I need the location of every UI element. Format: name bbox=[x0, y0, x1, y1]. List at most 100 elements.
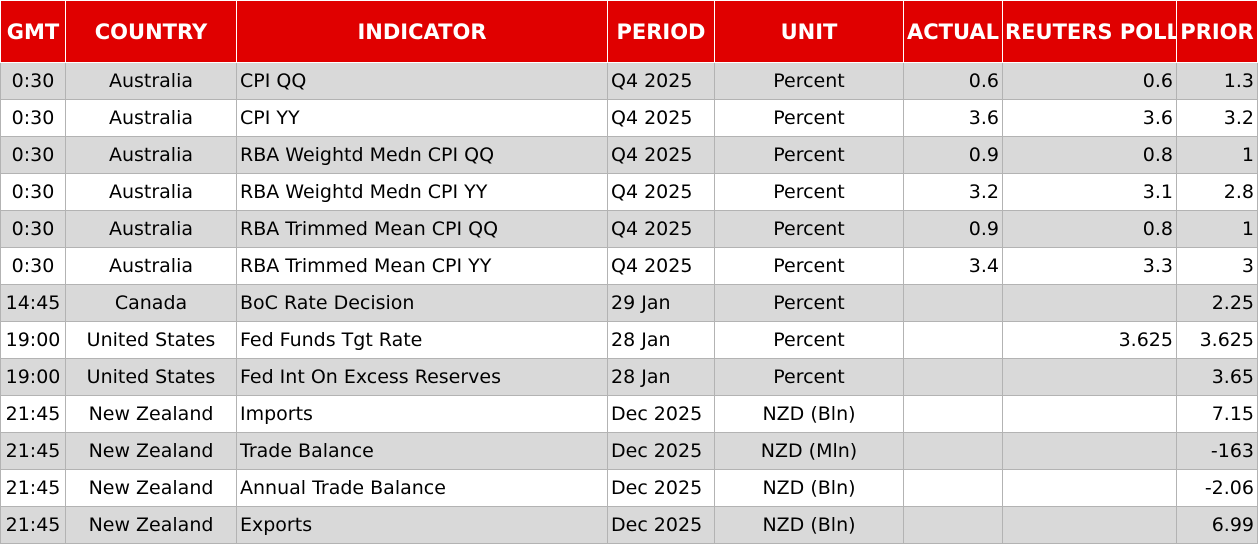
cell-gmt: 0:30 bbox=[0, 136, 66, 174]
cell-period: Dec 2025 bbox=[607, 432, 715, 470]
cell-actual bbox=[903, 358, 1003, 396]
cell-unit: NZD (Mln) bbox=[714, 432, 904, 470]
header-actual: ACTUAL bbox=[903, 0, 1003, 63]
cell-period: Q4 2025 bbox=[607, 136, 715, 174]
cell-country: United States bbox=[65, 321, 237, 359]
table-row: 21:45 New Zealand Imports Dec 2025 NZD (Bln)… bbox=[0, 395, 1258, 433]
cell-unit: Percent bbox=[714, 247, 904, 285]
cell-gmt: 21:45 bbox=[0, 395, 66, 433]
cell-indicator: RBA Trimmed Mean CPI YY bbox=[236, 247, 608, 285]
cell-unit: Percent bbox=[714, 321, 904, 359]
cell-reuters-poll: 3.3 bbox=[1002, 247, 1177, 285]
cell-actual bbox=[903, 284, 1003, 322]
table-body: 0:30 Australia CPI QQ Q4 2025 Percent 0.6 0.6 1… bbox=[0, 62, 1258, 544]
cell-gmt: 21:45 bbox=[0, 469, 66, 507]
cell-period: Q4 2025 bbox=[607, 62, 715, 100]
cell-reuters-poll bbox=[1002, 395, 1177, 433]
cell-indicator: RBA Weightd Medn CPI YY bbox=[236, 173, 608, 211]
cell-period: 29 Jan bbox=[607, 284, 715, 322]
cell-reuters-poll bbox=[1002, 284, 1177, 322]
cell-unit: Percent bbox=[714, 210, 904, 248]
cell-country: New Zealand bbox=[65, 432, 237, 470]
cell-unit: NZD (Bln) bbox=[714, 469, 904, 507]
cell-indicator: Annual Trade Balance bbox=[236, 469, 608, 507]
table-row: 21:45 New Zealand Trade Balance Dec 2025 NZD… bbox=[0, 432, 1258, 470]
cell-prior: 3.625 bbox=[1176, 321, 1258, 359]
cell-period: Q4 2025 bbox=[607, 247, 715, 285]
cell-prior: -163 bbox=[1176, 432, 1258, 470]
cell-unit: NZD (Bln) bbox=[714, 395, 904, 433]
cell-prior: -2.06 bbox=[1176, 469, 1258, 507]
cell-unit: Percent bbox=[714, 62, 904, 100]
cell-actual: 0.9 bbox=[903, 210, 1003, 248]
cell-prior: 1 bbox=[1176, 136, 1258, 174]
cell-country: Australia bbox=[65, 136, 237, 174]
header-row: GMT COUNTRY INDICATOR PERIOD UNIT ACTUAL… bbox=[0, 0, 1258, 63]
cell-period: Q4 2025 bbox=[607, 173, 715, 211]
cell-reuters-poll bbox=[1002, 358, 1177, 396]
cell-country: Canada bbox=[65, 284, 237, 322]
cell-indicator: CPI YY bbox=[236, 99, 608, 137]
cell-unit: Percent bbox=[714, 284, 904, 322]
cell-actual bbox=[903, 469, 1003, 507]
cell-reuters-poll: 3.6 bbox=[1002, 99, 1177, 137]
cell-country: Australia bbox=[65, 173, 237, 211]
table-row: 14:45 Canada BoC Rate Decision 29 Jan Percen… bbox=[0, 284, 1258, 322]
cell-actual bbox=[903, 321, 1003, 359]
table-row: 0:30 Australia RBA Weightd Medn CPI YY Q4 2… bbox=[0, 173, 1258, 211]
header-reuters-poll: REUTERS POLL bbox=[1002, 0, 1177, 63]
cell-indicator: Trade Balance bbox=[236, 432, 608, 470]
cell-period: Dec 2025 bbox=[607, 395, 715, 433]
cell-country: United States bbox=[65, 358, 237, 396]
cell-gmt: 0:30 bbox=[0, 247, 66, 285]
cell-prior: 1 bbox=[1176, 210, 1258, 248]
table-row: 0:30 Australia RBA Trimmed Mean CPI QQ Q4 2… bbox=[0, 210, 1258, 248]
cell-reuters-poll bbox=[1002, 506, 1177, 544]
cell-indicator: Imports bbox=[236, 395, 608, 433]
cell-prior: 1.3 bbox=[1176, 62, 1258, 100]
cell-reuters-poll bbox=[1002, 469, 1177, 507]
cell-gmt: 21:45 bbox=[0, 506, 66, 544]
cell-unit: NZD (Bln) bbox=[714, 506, 904, 544]
header-period: PERIOD bbox=[607, 0, 715, 63]
cell-indicator: RBA Trimmed Mean CPI QQ bbox=[236, 210, 608, 248]
cell-prior: 2.25 bbox=[1176, 284, 1258, 322]
cell-actual: 3.2 bbox=[903, 173, 1003, 211]
cell-actual bbox=[903, 395, 1003, 433]
cell-reuters-poll: 3.625 bbox=[1002, 321, 1177, 359]
cell-unit: Percent bbox=[714, 173, 904, 211]
cell-country: Australia bbox=[65, 62, 237, 100]
cell-country: Australia bbox=[65, 247, 237, 285]
cell-prior: 6.99 bbox=[1176, 506, 1258, 544]
cell-gmt: 0:30 bbox=[0, 99, 66, 137]
cell-indicator: BoC Rate Decision bbox=[236, 284, 608, 322]
cell-actual: 3.4 bbox=[903, 247, 1003, 285]
header-prior: PRIOR bbox=[1176, 0, 1258, 63]
cell-prior: 3.65 bbox=[1176, 358, 1258, 396]
cell-unit: Percent bbox=[714, 99, 904, 137]
table-row: 21:45 New Zealand Exports Dec 2025 NZD (Bln)… bbox=[0, 506, 1258, 544]
cell-gmt: 0:30 bbox=[0, 62, 66, 100]
cell-gmt: 14:45 bbox=[0, 284, 66, 322]
cell-reuters-poll: 0.6 bbox=[1002, 62, 1177, 100]
cell-actual: 3.6 bbox=[903, 99, 1003, 137]
cell-prior: 3.2 bbox=[1176, 99, 1258, 137]
cell-prior: 2.8 bbox=[1176, 173, 1258, 211]
cell-indicator: Exports bbox=[236, 506, 608, 544]
cell-country: Australia bbox=[65, 210, 237, 248]
cell-gmt: 19:00 bbox=[0, 321, 66, 359]
table-row: 0:30 Australia CPI QQ Q4 2025 Percent 0.6 0.6 1… bbox=[0, 62, 1258, 100]
table-row: 21:45 New Zealand Annual Trade Balance Dec … bbox=[0, 469, 1258, 507]
cell-gmt: 0:30 bbox=[0, 210, 66, 248]
cell-period: Dec 2025 bbox=[607, 506, 715, 544]
cell-unit: Percent bbox=[714, 136, 904, 174]
cell-actual bbox=[903, 506, 1003, 544]
cell-period: 28 Jan bbox=[607, 321, 715, 359]
cell-gmt: 0:30 bbox=[0, 173, 66, 211]
cell-country: Australia bbox=[65, 99, 237, 137]
cell-period: Q4 2025 bbox=[607, 210, 715, 248]
cell-indicator: CPI QQ bbox=[236, 62, 608, 100]
cell-unit: Percent bbox=[714, 358, 904, 396]
header-gmt: GMT bbox=[0, 0, 66, 63]
cell-reuters-poll bbox=[1002, 432, 1177, 470]
